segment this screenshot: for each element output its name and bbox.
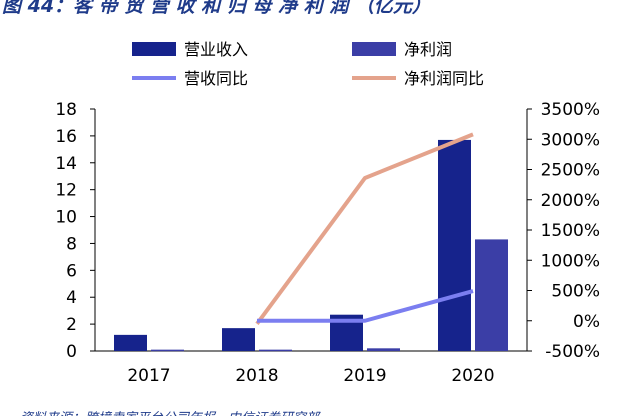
y-right-tick-label: 500% — [551, 282, 600, 302]
y-right-tick-label: -500% — [545, 342, 600, 362]
bar-profit — [475, 239, 508, 351]
y-left-tick-label: 14 — [55, 154, 77, 174]
legend-label: 营收同比 — [184, 69, 248, 88]
y-right-tick-label: 2000% — [541, 191, 600, 211]
y-right-tick-label: 1500% — [541, 221, 600, 241]
x-tick-label: 2018 — [235, 366, 278, 386]
y-right-tick-label: 3000% — [541, 130, 600, 150]
source-note: 资料来源：跨境卖家平台公司年报，中信证券研究部 — [20, 410, 321, 416]
y-left-tick-label: 10 — [55, 208, 77, 228]
y-left-tick-label: 2 — [66, 315, 77, 335]
legend-swatch — [132, 42, 176, 56]
line-profit-yoy — [255, 132, 474, 325]
line-revenue-yoy — [257, 289, 474, 323]
y-left-tick-label: 4 — [66, 288, 77, 308]
y-right-tick-label: 3500% — [541, 100, 600, 120]
bar-revenue — [222, 328, 255, 351]
legend-swatch — [352, 42, 396, 56]
chart-title: 图 44：客 带 贸 营 收 和 归 母 净 利 润 （亿元） — [2, 0, 431, 17]
x-tick-label: 2019 — [343, 366, 386, 386]
bar-profit — [259, 349, 292, 352]
y-right-tick-label: 1000% — [541, 251, 600, 271]
y-left-tick-label: 16 — [55, 127, 77, 147]
y-right-tick-label: 2500% — [541, 161, 600, 181]
x-tick-label: 2020 — [451, 366, 494, 386]
legend-label: 净利润 — [404, 40, 452, 59]
bar-profit — [151, 349, 184, 352]
legend-label: 营业收入 — [184, 40, 248, 59]
y-left-tick-label: 6 — [66, 261, 77, 281]
y-left-tick-label: 18 — [55, 100, 77, 120]
bar-profit — [367, 348, 400, 351]
y-left-tick-label: 8 — [66, 234, 77, 254]
y-left-tick-label: 12 — [55, 181, 77, 201]
legend-label: 净利润同比 — [404, 69, 484, 88]
x-tick-label: 2017 — [127, 366, 170, 386]
y-right-tick-label: 0% — [573, 312, 600, 332]
bar-revenue — [114, 334, 147, 351]
y-left-tick-label: 0 — [66, 342, 77, 362]
bar-revenue — [438, 139, 471, 351]
